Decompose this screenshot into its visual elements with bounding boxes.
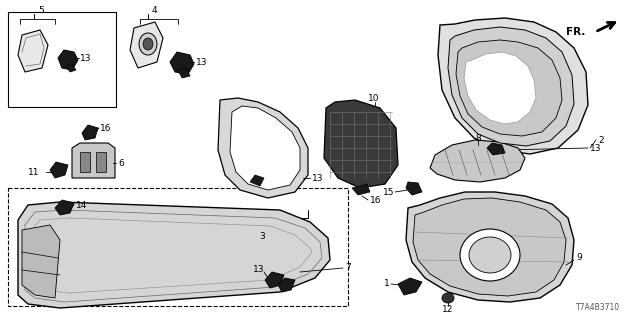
Text: 6: 6	[118, 158, 124, 167]
Text: 2: 2	[598, 135, 604, 145]
Polygon shape	[352, 184, 370, 195]
Text: 15: 15	[383, 188, 394, 196]
Text: 14: 14	[76, 201, 88, 210]
Polygon shape	[406, 192, 574, 302]
Text: 16: 16	[100, 124, 111, 132]
Ellipse shape	[139, 33, 157, 55]
Text: 13: 13	[80, 53, 92, 62]
Polygon shape	[18, 202, 330, 308]
Text: 13: 13	[312, 173, 323, 182]
Polygon shape	[265, 272, 284, 288]
Text: FR.: FR.	[566, 27, 585, 37]
Polygon shape	[278, 278, 295, 292]
Text: 16: 16	[370, 196, 381, 204]
Polygon shape	[18, 30, 48, 72]
Polygon shape	[80, 152, 90, 172]
Polygon shape	[398, 278, 422, 295]
Polygon shape	[456, 40, 562, 136]
Text: 1: 1	[384, 279, 390, 289]
Polygon shape	[50, 162, 68, 178]
Text: 4: 4	[152, 5, 157, 14]
Ellipse shape	[469, 237, 511, 273]
Polygon shape	[438, 18, 588, 154]
Polygon shape	[55, 200, 74, 215]
Polygon shape	[22, 225, 60, 298]
Text: 8: 8	[475, 133, 481, 142]
Text: 13: 13	[590, 143, 602, 153]
Ellipse shape	[442, 293, 454, 303]
Polygon shape	[218, 98, 308, 198]
Polygon shape	[170, 52, 194, 74]
Polygon shape	[250, 175, 264, 186]
Polygon shape	[448, 27, 574, 146]
Polygon shape	[413, 198, 566, 296]
Polygon shape	[487, 143, 505, 155]
Polygon shape	[406, 182, 422, 195]
Polygon shape	[96, 152, 106, 172]
Polygon shape	[58, 50, 78, 70]
Text: 13: 13	[196, 58, 207, 67]
Bar	[8, 188, 348, 306]
Polygon shape	[464, 52, 536, 124]
Polygon shape	[230, 106, 300, 190]
Bar	[8, 12, 116, 107]
Polygon shape	[430, 140, 525, 182]
Polygon shape	[130, 22, 163, 68]
Ellipse shape	[143, 38, 153, 50]
Text: 3: 3	[259, 231, 265, 241]
Text: 13: 13	[253, 266, 264, 275]
Text: T7A4B3710: T7A4B3710	[576, 303, 620, 312]
Ellipse shape	[460, 229, 520, 281]
Polygon shape	[178, 68, 190, 78]
Text: 12: 12	[442, 306, 454, 315]
Text: 9: 9	[576, 253, 582, 262]
Text: 5: 5	[38, 5, 44, 14]
Text: 7: 7	[345, 263, 351, 273]
Text: 11: 11	[28, 167, 40, 177]
Polygon shape	[66, 64, 76, 72]
Polygon shape	[72, 143, 115, 178]
Polygon shape	[82, 125, 98, 140]
Polygon shape	[324, 100, 398, 188]
Text: 10: 10	[368, 93, 380, 102]
